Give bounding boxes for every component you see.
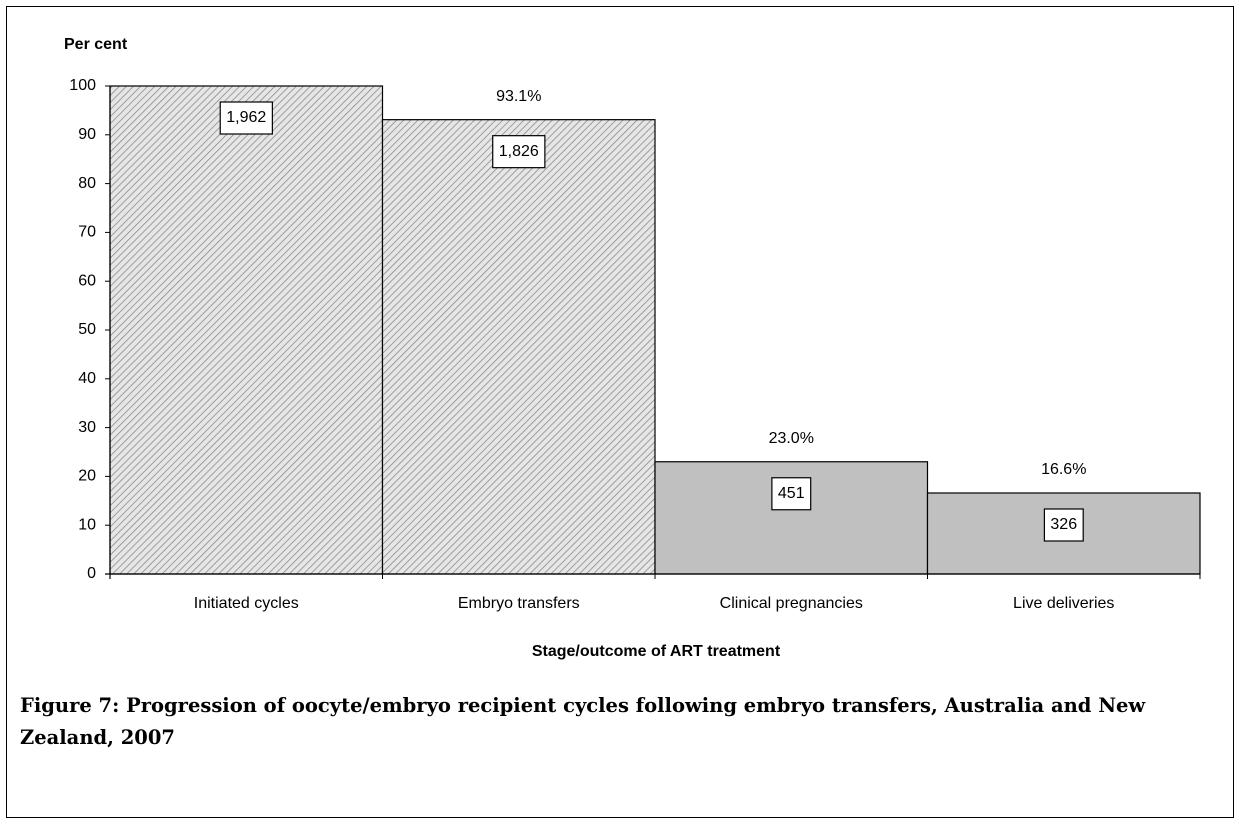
value-label: 93.1% (496, 88, 541, 105)
count-label: 1,826 (499, 143, 539, 160)
count-box (492, 135, 546, 169)
count-label: 1,962 (226, 109, 266, 126)
y-tick-label: 10 (78, 516, 96, 533)
y-tick-label: 70 (78, 224, 96, 241)
x-axis-label: Stage/outcome of ART treatment (532, 643, 781, 660)
bar (381, 119, 656, 575)
y-tick-label: 100 (69, 77, 96, 94)
figure-frame (6, 6, 1234, 818)
x-tick-label: Initiated cycles (194, 595, 299, 612)
x-tick-label: Embryo transfers (458, 595, 580, 612)
count-box (1043, 508, 1084, 542)
y-tick-label: 20 (78, 468, 96, 485)
x-tick-label: Live deliveries (1013, 595, 1114, 612)
bar (109, 85, 384, 575)
figure-caption: Figure 7: Progression of oocyte/embryo r… (20, 694, 1146, 749)
value-label: 16.6% (1041, 461, 1086, 478)
count-label: 326 (1050, 516, 1077, 533)
y-tick-label: 90 (78, 126, 96, 143)
count-box (219, 101, 273, 135)
x-tick-label: Clinical pregnancies (720, 595, 863, 612)
value-label: 23.0% (769, 430, 814, 447)
count-label: 451 (778, 485, 805, 502)
y-tick-label: 60 (78, 272, 96, 289)
y-tick-label: 30 (78, 419, 96, 436)
count-box (771, 477, 812, 511)
y-tick-label: 80 (78, 175, 96, 192)
y-tick-label: 40 (78, 370, 96, 387)
y-tick-label: 50 (78, 321, 96, 338)
y-axis-label: Per cent (64, 36, 128, 53)
y-tick-label: 0 (87, 565, 96, 582)
